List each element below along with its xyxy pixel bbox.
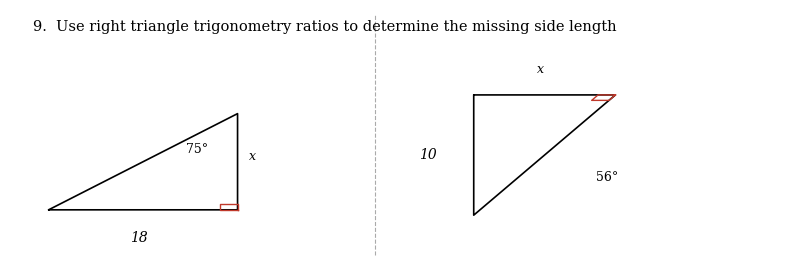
Text: 18: 18 — [130, 231, 148, 245]
Text: 75°: 75° — [186, 143, 209, 156]
Text: x: x — [250, 150, 257, 163]
Text: 56°: 56° — [596, 171, 618, 184]
Text: 10: 10 — [419, 148, 437, 162]
Text: x: x — [537, 63, 544, 76]
Text: 9.  Use right triangle trigonometry ratios to determine the missing side length: 9. Use right triangle trigonometry ratio… — [33, 20, 616, 34]
